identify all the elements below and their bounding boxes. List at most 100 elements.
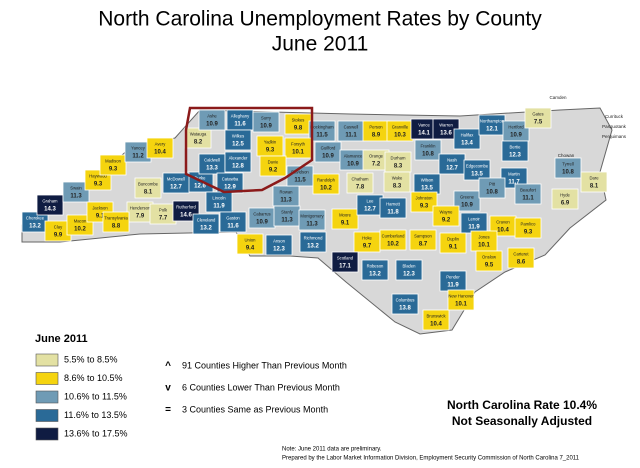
county-area xyxy=(36,194,64,216)
county-name: Moore xyxy=(339,213,352,218)
county: Surry 10.9 xyxy=(252,111,280,133)
county-name: Johnston xyxy=(416,196,434,201)
county-name: Hyde xyxy=(560,193,570,198)
county-name: Franklin xyxy=(421,144,437,149)
county-name: Union xyxy=(245,238,257,243)
county-name: Wilson xyxy=(421,178,434,183)
county-name: Scotland xyxy=(337,256,354,261)
county-rate: 13.5 xyxy=(471,172,483,178)
county-name: Alleghany xyxy=(231,114,250,119)
county-name: Rockingham xyxy=(310,125,334,130)
county: Rowan 11.3 xyxy=(272,185,300,207)
county-rate: 9.3 xyxy=(266,148,275,154)
county: Nash 12.7 xyxy=(438,153,466,175)
county-rate: 11.5 xyxy=(316,133,328,139)
county-rate: 8.3 xyxy=(393,184,402,190)
county-name: Onslow xyxy=(482,255,497,260)
subtitle: June 2011 xyxy=(272,33,369,56)
county-name: Avery xyxy=(155,142,167,147)
county-area xyxy=(308,120,336,142)
county: Bertie 12.3 xyxy=(501,140,529,162)
note: Note: June 2011 data are preliminary. xyxy=(282,447,382,453)
county: Chatham 7.8 xyxy=(346,172,374,194)
county-name: Anson xyxy=(273,239,286,244)
county-area xyxy=(453,128,481,150)
county-name: Cherokee xyxy=(26,216,45,221)
county-name: Nash xyxy=(447,158,457,163)
county-area xyxy=(410,191,438,213)
county-name: Randolph xyxy=(317,178,336,183)
county-rate: 10.9 xyxy=(461,203,473,209)
county-rate: 8.3 xyxy=(394,164,403,170)
county-name: Burke xyxy=(195,176,207,181)
county: Polk 7.7 xyxy=(149,203,177,225)
county-name: Watauga xyxy=(190,132,207,137)
county: Caswell 11.1 xyxy=(337,120,365,142)
county-rate: 8.8 xyxy=(112,224,121,230)
change-text: 6 Counties Lower Than Previous Month xyxy=(182,382,340,392)
county-area xyxy=(478,177,506,199)
legend-swatch xyxy=(35,372,59,385)
county: Randolph 10.2 xyxy=(312,173,340,195)
county-rate: 10.1 xyxy=(292,150,304,156)
county-name: Caldwell xyxy=(204,158,220,163)
county-area xyxy=(331,251,359,273)
county: Lincoln 11.9 xyxy=(205,191,233,213)
county-name: Martin xyxy=(508,172,520,177)
county: Cumberland 10.2 xyxy=(379,229,407,251)
county-name: Yancey xyxy=(131,146,146,151)
county-rate: 11.6 xyxy=(227,224,239,230)
county-area xyxy=(361,259,389,281)
legend-label: 11.6% to 13.5% xyxy=(64,410,127,420)
county-rate: 13.2 xyxy=(200,226,212,232)
county-name: Catawba xyxy=(222,177,239,182)
county-rate: 7.5 xyxy=(534,120,543,126)
county: Gaston 11.6 xyxy=(219,211,247,233)
county: Henderson 7.9 xyxy=(126,201,154,223)
county: Davie 9.2 xyxy=(259,155,287,177)
county-area xyxy=(162,172,190,194)
county-name: Sampson xyxy=(414,234,432,239)
county-name: Alexander xyxy=(229,156,248,161)
change-summary: ^ 91 Counties Higher Than Previous Month v… xyxy=(165,360,347,415)
county-rate: 9.3 xyxy=(524,230,533,236)
county-area xyxy=(102,211,130,233)
county-area xyxy=(259,155,287,177)
county-name: Person xyxy=(369,125,383,130)
county: Buncombe 8.1 xyxy=(134,177,162,199)
county: Gates 7.5 xyxy=(524,107,552,129)
county: Anson 12.3 xyxy=(265,234,293,256)
county-rate: 10.9 xyxy=(260,124,272,130)
county-rate: 10.1 xyxy=(478,243,490,249)
change-text: 3 Counties Same as Previous Month xyxy=(182,404,328,414)
county-name: Haywood xyxy=(89,174,107,179)
county-layer: Cherokee 13.2 Graham 14.3 Clay 9.9 Macon 10.2 Sw… xyxy=(21,107,608,331)
county-rate: 11.3 xyxy=(306,222,318,228)
county-area xyxy=(501,140,529,162)
county-name: Orange xyxy=(369,154,384,159)
county-name: Columbus xyxy=(396,298,415,303)
county: Beaufort 11.1 xyxy=(514,183,542,205)
note: Prepared by the Labor Market Information… xyxy=(282,456,580,462)
county-rate: 10.8 xyxy=(422,152,434,158)
county-name: New Hanover xyxy=(448,294,474,299)
legend-label: 10.6% to 11.5% xyxy=(64,391,127,401)
county-rate: 9.8 xyxy=(294,126,303,132)
county: Greene 10.9 xyxy=(453,190,481,212)
county: Jones 10.1 xyxy=(470,230,498,252)
county-area xyxy=(514,217,542,239)
map-label: Camden xyxy=(549,95,567,100)
county-area xyxy=(346,172,374,194)
county-name: Pamlico xyxy=(521,222,537,227)
county-name: Swain xyxy=(70,186,82,191)
county-area xyxy=(299,231,327,253)
county-rate: 12.1 xyxy=(486,127,498,133)
county: Harnett 11.8 xyxy=(379,197,407,219)
county-rate: 11.3 xyxy=(281,218,293,224)
county-name: Gates xyxy=(532,112,543,117)
county: Rockingham 11.5 xyxy=(308,120,336,142)
county-name: Davie xyxy=(268,160,279,165)
county: Caldwell 13.3 xyxy=(198,153,226,175)
county: Alexander 12.8 xyxy=(224,151,252,173)
county-rate: 10.2 xyxy=(320,186,332,192)
